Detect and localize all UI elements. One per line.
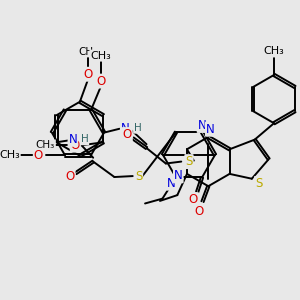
Text: O: O	[123, 128, 132, 141]
Text: N: N	[198, 119, 206, 132]
Text: N: N	[167, 177, 176, 190]
Text: O: O	[71, 139, 80, 152]
Text: CH₃: CH₃	[90, 50, 111, 61]
Text: N: N	[121, 122, 130, 135]
Text: S: S	[255, 177, 262, 190]
Text: CH₃: CH₃	[0, 150, 20, 160]
Text: CH₃: CH₃	[36, 140, 55, 150]
Text: S: S	[135, 169, 142, 183]
Text: O: O	[96, 75, 105, 88]
Text: CH₃: CH₃	[264, 46, 284, 56]
Text: N: N	[68, 133, 77, 146]
Text: H: H	[81, 134, 88, 144]
Text: O: O	[189, 193, 198, 206]
Text: N: N	[206, 123, 214, 136]
Text: N: N	[174, 169, 183, 182]
Text: O: O	[65, 169, 75, 183]
Text: O: O	[83, 68, 92, 81]
Text: CH₃: CH₃	[78, 46, 97, 56]
Text: H: H	[134, 123, 142, 133]
Text: O: O	[194, 205, 203, 218]
Text: O: O	[34, 149, 43, 162]
Text: S: S	[185, 155, 193, 168]
